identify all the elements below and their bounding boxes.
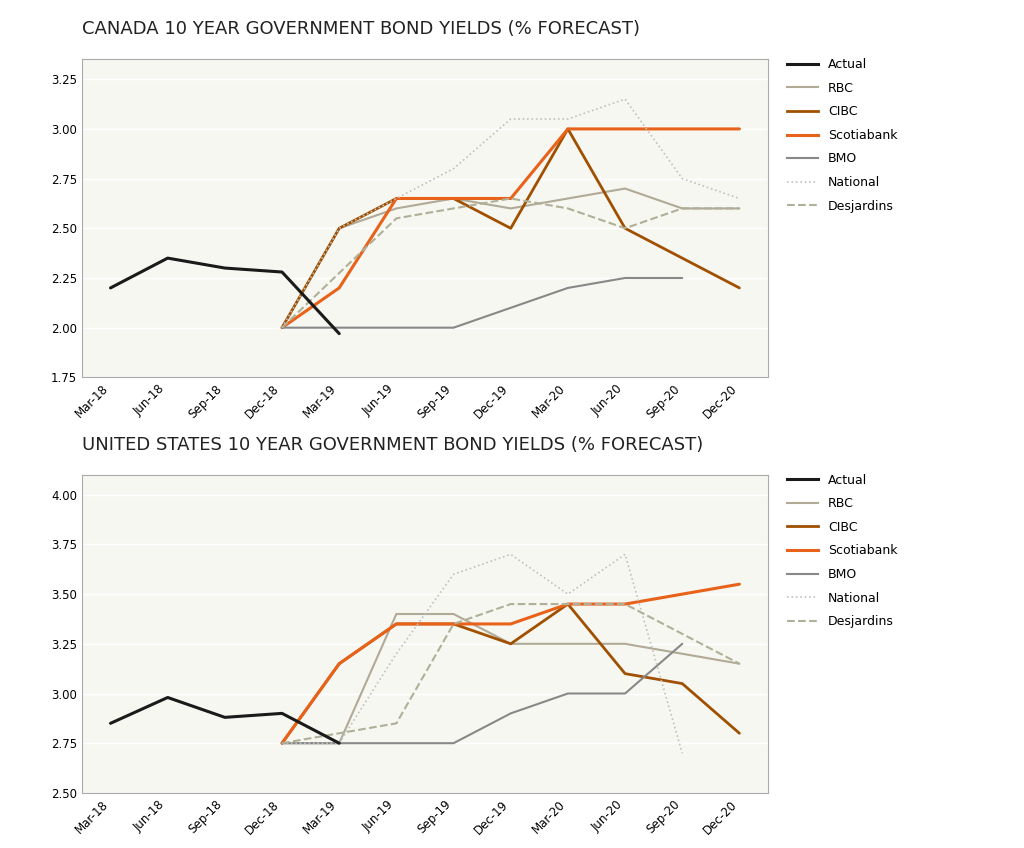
Text: UNITED STATES 10 YEAR GOVERNMENT BOND YIELDS (% FORECAST): UNITED STATES 10 YEAR GOVERNMENT BOND YI… — [82, 436, 703, 454]
Legend: Actual, RBC, CIBC, Scotiabank, BMO, National, Desjardins: Actual, RBC, CIBC, Scotiabank, BMO, Nati… — [781, 53, 902, 218]
Legend: Actual, RBC, CIBC, Scotiabank, BMO, National, Desjardins: Actual, RBC, CIBC, Scotiabank, BMO, Nati… — [781, 468, 902, 633]
Text: CANADA 10 YEAR GOVERNMENT BOND YIELDS (% FORECAST): CANADA 10 YEAR GOVERNMENT BOND YIELDS (%… — [82, 20, 640, 38]
